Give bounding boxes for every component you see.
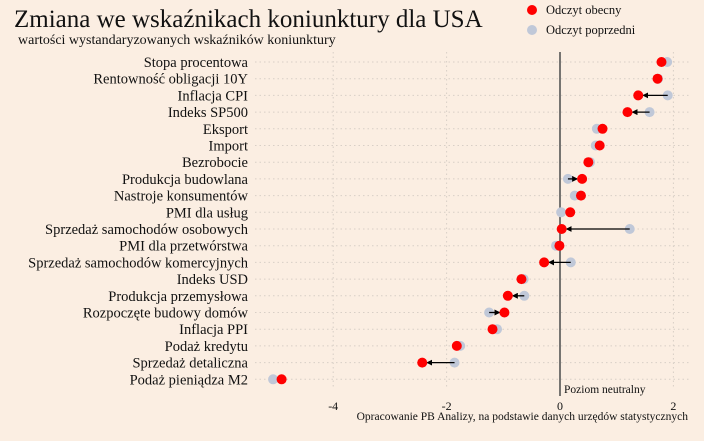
category-label: Import bbox=[209, 139, 248, 155]
category-label: Produkcja budowlana bbox=[122, 172, 249, 188]
category-label: Inflacja PPI bbox=[179, 322, 248, 338]
point-current bbox=[417, 357, 428, 368]
point-current bbox=[276, 374, 287, 385]
point-current bbox=[633, 90, 644, 101]
point-current bbox=[656, 57, 667, 67]
neutral-label: Poziom neutralny bbox=[564, 384, 646, 396]
point-current bbox=[622, 107, 633, 118]
x-tick-label: 2 bbox=[670, 399, 676, 413]
category-label: Produkcja przemysłowa bbox=[108, 289, 248, 305]
point-current bbox=[594, 140, 605, 151]
category-label: Stopa procentowa bbox=[144, 55, 249, 71]
category-label: Sprzedaż samochodów osobowych bbox=[45, 222, 249, 238]
category-label: Nastroje konsumentów bbox=[114, 189, 249, 205]
x-tick-label: -2 bbox=[442, 399, 452, 413]
point-current bbox=[583, 157, 594, 168]
category-label: PMI dla usług bbox=[166, 205, 248, 221]
point-previous bbox=[556, 207, 567, 218]
point-current bbox=[539, 257, 550, 268]
point-current bbox=[554, 240, 565, 251]
x-tick-label: -4 bbox=[328, 399, 338, 413]
category-label: Inflacja CPI bbox=[178, 88, 249, 104]
category-label: Sprzedaż detaliczna bbox=[132, 356, 248, 372]
category-label: Eksport bbox=[203, 122, 248, 138]
point-current bbox=[652, 73, 663, 84]
point-current bbox=[575, 190, 586, 201]
legend-label-current: Odczyt obecny bbox=[546, 3, 622, 17]
x-tick-label: 0 bbox=[557, 399, 563, 413]
point-current bbox=[502, 290, 513, 301]
category-label: Sprzedaż samochodów komercyjnych bbox=[28, 255, 249, 271]
chart-subtitle: wartości wystandaryzowanych wskaźników k… bbox=[18, 33, 336, 48]
point-current bbox=[577, 173, 588, 184]
source-note: Opracowanie PB Analizy, na podstawie dan… bbox=[357, 411, 689, 423]
category-label: PMI dla przetwórstwa bbox=[119, 239, 248, 255]
point-current bbox=[556, 224, 567, 234]
point-previous bbox=[268, 374, 279, 385]
legend-label-previous: Odczyt poprzedni bbox=[546, 23, 636, 37]
point-current bbox=[516, 274, 527, 285]
point-current bbox=[597, 123, 608, 134]
category-label: Rentowność obligacji 10Y bbox=[93, 72, 248, 88]
point-current bbox=[487, 324, 498, 335]
category-label: Indeks USD bbox=[177, 272, 248, 288]
legend-marker-previous bbox=[527, 25, 537, 35]
category-label: Rozpoczęte budowy domów bbox=[83, 306, 249, 322]
category-label: Podaż kredytu bbox=[165, 339, 248, 355]
point-current bbox=[565, 207, 576, 218]
point-current bbox=[451, 340, 462, 351]
chart-title: Zmiana we wskaźnikach koniunktury dla US… bbox=[14, 6, 483, 33]
category-label: Indeks SP500 bbox=[168, 105, 248, 121]
category-label: Bezrobocie bbox=[182, 155, 248, 171]
legend: Odczyt obecny Odczyt poprzedni bbox=[527, 3, 636, 37]
point-current bbox=[499, 307, 510, 318]
legend-marker-current bbox=[527, 5, 537, 15]
category-label: Podaż pieniądza M2 bbox=[130, 372, 248, 388]
